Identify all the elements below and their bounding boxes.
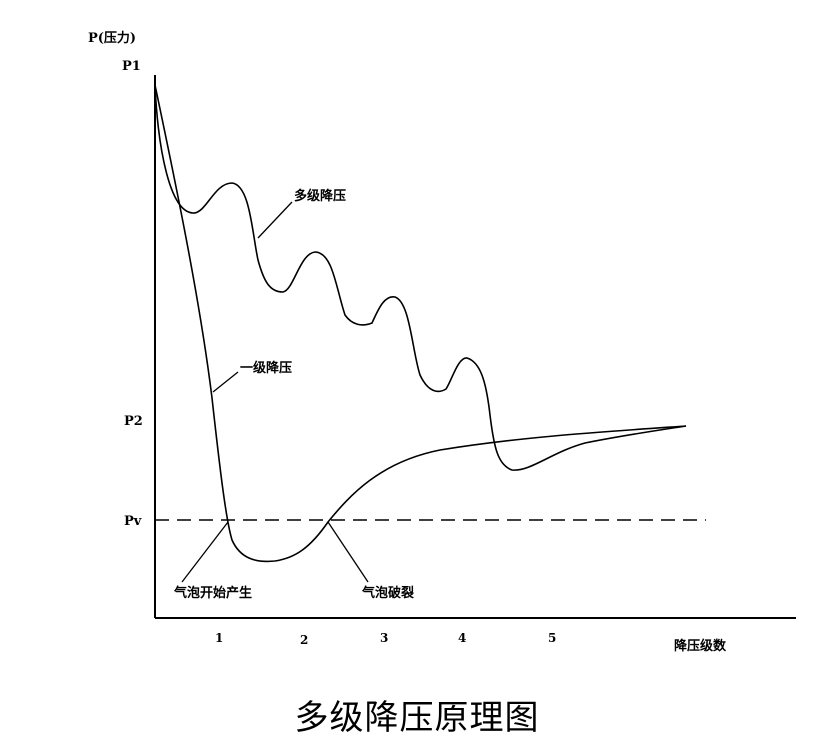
pv-label: Pv [124,514,142,529]
x-tick-1: 1 [215,631,223,645]
x-tick-4: 4 [458,631,466,645]
p1-label: P1 [122,59,141,74]
multi-stage-leader [257,201,293,239]
x-axis-label: 降压级数 [674,638,727,654]
single-stage-curve [154,84,687,563]
bubble-form-label: 气泡开始产生 [174,585,252,601]
single-stage-leader [212,371,239,393]
x-tick-2: 2 [300,633,308,647]
diagram-caption: 多级降压原理图 [294,698,540,738]
multi-stage-label: 多级降压 [294,188,346,204]
single-stage-label: 一级降压 [240,360,292,376]
multi-stage-curve [154,84,687,471]
x-tick-5: 5 [548,631,556,645]
pressure-reduction-diagram: P(压力) P1 P2 Pv 降压级数 1 2 3 4 5 多级降压 一级降压 … [88,30,796,654]
y-axis-label: P(压力) [88,30,136,46]
x-tick-3: 3 [380,631,388,645]
bubble-collapse-label: 气泡破裂 [362,585,415,601]
p2-label: P2 [124,414,143,429]
bubble-form-leader [181,521,229,583]
bubble-collapse-leader [327,521,369,583]
